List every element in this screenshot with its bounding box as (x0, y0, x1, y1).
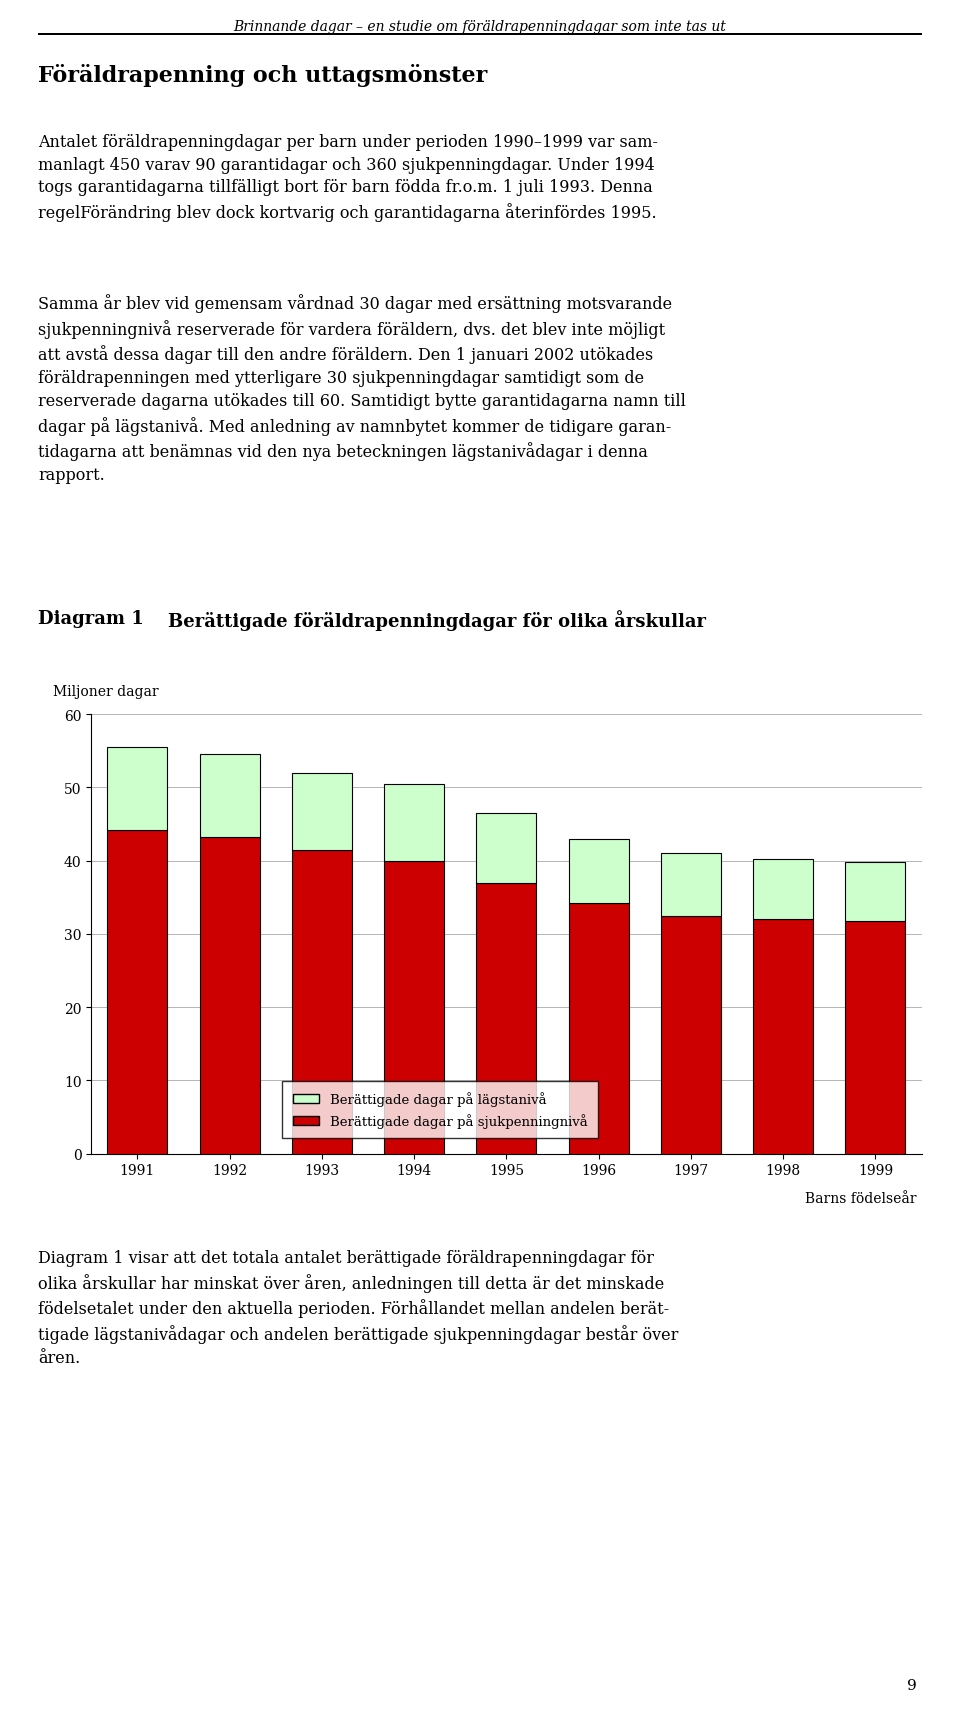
Bar (200, 755, 259, 837)
Text: Brinnande dagar – en studie om föräldrapenningdagar som inte tas ut: Brinnande dagar – en studie om föräldrap… (233, 21, 727, 34)
Bar (476, 813, 537, 884)
Text: Diagram 1 visar att det totala antalet berättigade föräldrapenningdagar för
olik: Diagram 1 visar att det totala antalet b… (38, 1249, 679, 1366)
Bar (568, 903, 629, 1154)
Bar (754, 920, 813, 1154)
Bar (660, 855, 721, 917)
Bar (846, 863, 905, 922)
Bar (292, 774, 352, 849)
Bar (200, 837, 259, 1154)
Text: 9: 9 (907, 1678, 917, 1692)
Bar (568, 839, 629, 903)
Bar (292, 849, 352, 1154)
Text: Antalet föräldrapenningdagar per barn under perioden 1990–1999 var sam-
manlagt : Antalet föräldrapenningdagar per barn un… (38, 134, 659, 222)
Text: Samma år blev vid gemensam vårdnad 30 dagar med ersättning motsvarande
sjukpenni: Samma år blev vid gemensam vårdnad 30 da… (38, 295, 686, 484)
Legend: Berättigade dagar på lägstanivå, Berättigade dagar på sjukpenningnivå: Berättigade dagar på lägstanivå, Berätti… (282, 1082, 598, 1139)
Text: Diagram 1: Diagram 1 (38, 610, 144, 627)
Text: Miljoner dagar: Miljoner dagar (53, 684, 158, 698)
Bar (384, 862, 444, 1154)
Bar (108, 830, 167, 1154)
Bar (846, 922, 905, 1154)
Text: Berättigade föräldrapenningdagar för olika årskullar: Berättigade föräldrapenningdagar för oli… (168, 610, 706, 631)
Text: Barns födelseår: Barns födelseår (805, 1192, 917, 1206)
Text: Föräldrapenning och uttagsmönster: Föräldrapenning och uttagsmönster (38, 64, 488, 86)
Bar (660, 917, 721, 1154)
Bar (754, 860, 813, 920)
Bar (476, 884, 537, 1154)
Bar (108, 748, 167, 830)
Bar (384, 784, 444, 862)
